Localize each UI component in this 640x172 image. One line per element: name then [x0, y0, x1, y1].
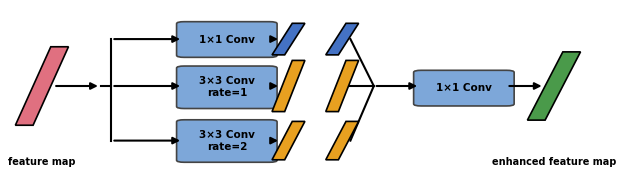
Text: 3×3 Conv
rate=1: 3×3 Conv rate=1	[199, 76, 255, 99]
FancyBboxPatch shape	[177, 66, 277, 109]
Polygon shape	[326, 23, 358, 55]
Text: enhanced feature map: enhanced feature map	[492, 157, 616, 167]
Polygon shape	[527, 52, 580, 120]
Polygon shape	[272, 121, 305, 160]
FancyBboxPatch shape	[177, 22, 277, 57]
Polygon shape	[272, 60, 305, 112]
FancyBboxPatch shape	[177, 120, 277, 162]
Polygon shape	[272, 23, 305, 55]
Text: 3×3 Conv
rate=2: 3×3 Conv rate=2	[199, 130, 255, 152]
Text: feature map: feature map	[8, 157, 76, 167]
Polygon shape	[326, 60, 358, 112]
Polygon shape	[15, 47, 68, 125]
Text: 1×1 Conv: 1×1 Conv	[199, 35, 255, 45]
Text: 1×1 Conv: 1×1 Conv	[436, 83, 492, 93]
Polygon shape	[326, 121, 358, 160]
FancyBboxPatch shape	[413, 70, 514, 106]
